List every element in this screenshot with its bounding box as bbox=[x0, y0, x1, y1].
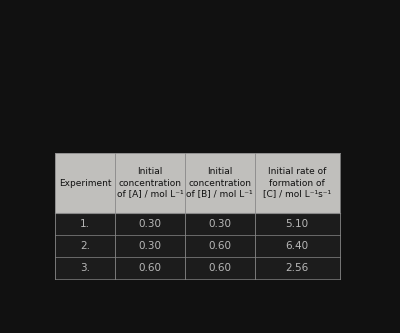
Text: 0.60: 0.60 bbox=[208, 263, 231, 273]
Text: 6.40: 6.40 bbox=[286, 241, 309, 251]
Bar bbox=[55, 213, 340, 279]
Text: Initial rate of
formation of
[C] / mol L⁻¹s⁻¹: Initial rate of formation of [C] / mol L… bbox=[263, 167, 331, 198]
Text: 3.: 3. bbox=[80, 263, 90, 273]
Text: 0.30: 0.30 bbox=[138, 219, 162, 229]
Text: 5.10: 5.10 bbox=[286, 219, 309, 229]
Text: Initial
concentration
of [B] / mol L⁻¹: Initial concentration of [B] / mol L⁻¹ bbox=[186, 167, 253, 198]
Text: Experiment: Experiment bbox=[59, 178, 111, 187]
Text: 2.: 2. bbox=[80, 241, 90, 251]
Text: Initial
concentration
of [A] / mol L⁻¹: Initial concentration of [A] / mol L⁻¹ bbox=[117, 167, 183, 198]
Text: 2.56: 2.56 bbox=[286, 263, 309, 273]
Text: 0.30: 0.30 bbox=[138, 241, 162, 251]
Text: 1.: 1. bbox=[80, 219, 90, 229]
Text: 0.60: 0.60 bbox=[138, 263, 162, 273]
Text: 0.60: 0.60 bbox=[208, 241, 231, 251]
Text: 0.30: 0.30 bbox=[208, 219, 231, 229]
Bar bbox=[55, 153, 340, 213]
